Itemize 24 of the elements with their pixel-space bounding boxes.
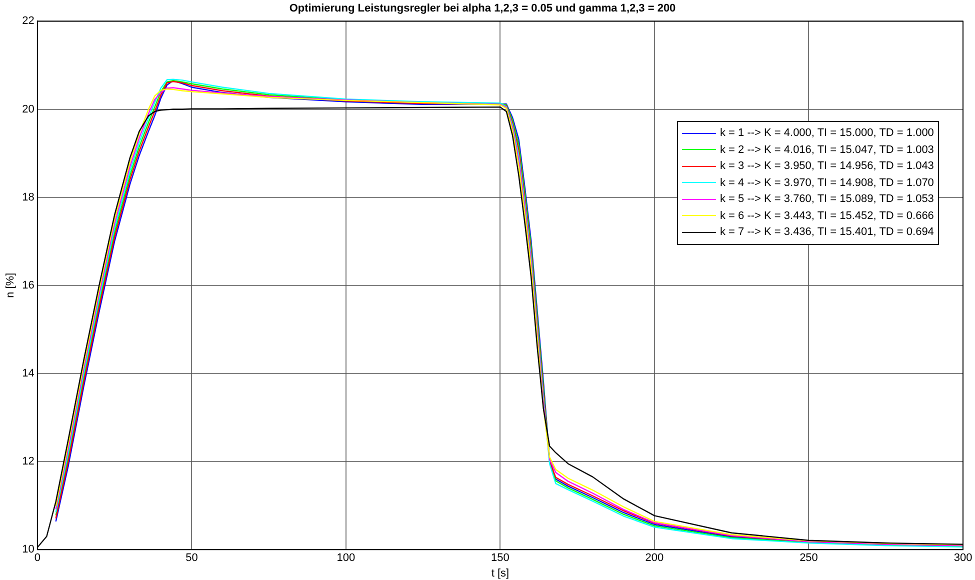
legend-label: k = 7 --> K = 3.436, TI = 15.401, TD = 0.694 — [720, 225, 934, 240]
y-tick-label: 16 — [22, 279, 34, 292]
chart-title: Optimierung Leistungsregler bei alpha 1,2,3 = 0.05 und gamma 1,2,3 = 200 — [289, 2, 676, 15]
y-tick-label: 18 — [22, 191, 34, 204]
y-axis-title: n [%] — [4, 272, 17, 298]
x-tick-label: 0 — [34, 552, 40, 564]
y-tick-label: 12 — [22, 456, 34, 468]
y-tick-label: 20 — [22, 103, 34, 116]
legend-label: k = 3 --> K = 3.950, TI = 14.956, TD = 1.043 — [720, 159, 934, 174]
legend-label: k = 4 --> K = 3.970, TI = 14.908, TD = 1.070 — [720, 176, 934, 191]
x-tick-label: 200 — [645, 552, 664, 564]
legend-label: k = 1 --> K = 4.000, TI = 15.000, TD = 1.000 — [720, 126, 934, 142]
x-tick-label: 300 — [954, 552, 972, 564]
y-tick-label: 14 — [22, 368, 34, 380]
legend-label: k = 6 --> K = 3.443, TI = 15.452, TD = 0.666 — [720, 208, 934, 224]
y-tick-label: 10 — [22, 544, 34, 556]
x-tick-label: 150 — [491, 552, 510, 564]
legend-label: k = 5 --> K = 3.760, TI = 15.089, TD = 1.053 — [720, 192, 934, 208]
x-axis-title: t [s] — [491, 567, 510, 580]
x-tick-label: 100 — [336, 552, 356, 564]
x-tick-label: 50 — [186, 552, 198, 564]
legend-label: k = 2 --> K = 4.016, TI = 15.047, TD = 1.003 — [720, 142, 934, 158]
y-tick-label: 22 — [22, 15, 34, 28]
x-tick-label: 250 — [800, 552, 818, 564]
